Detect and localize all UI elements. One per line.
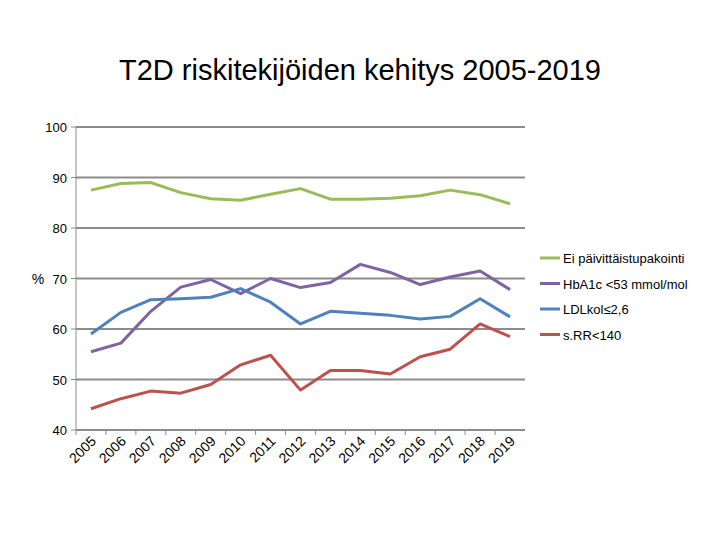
x-tick-mark — [105, 430, 106, 435]
x-tick-mark — [195, 430, 196, 435]
tick-label: 40 — [53, 423, 67, 438]
x-tick-mark — [315, 430, 316, 435]
plot-area — [91, 183, 510, 409]
x-tick-label: 2012 — [275, 433, 308, 466]
grid-line — [76, 379, 525, 381]
x-axis — [76, 430, 525, 431]
legend-swatch — [540, 257, 560, 260]
grid-line — [76, 328, 525, 330]
grid-line — [76, 278, 525, 280]
series-line — [91, 264, 510, 351]
x-tick-mark — [255, 430, 256, 435]
x-tick-label: 2014 — [335, 433, 368, 466]
legend-label: LDLkol≤2,6 — [563, 302, 629, 317]
x-tick-label: 2018 — [455, 433, 488, 466]
x-tick-label: 2006 — [96, 433, 129, 466]
x-tick-label: 2013 — [305, 433, 338, 466]
chart: T2D riskitekijöiden kehitys 2005-2019 40 5… — [0, 0, 720, 540]
series-line — [91, 289, 510, 334]
grid-line — [76, 126, 525, 128]
y-axis-label: % — [32, 271, 44, 287]
x-tick-mark — [285, 430, 286, 435]
x-tick-label: 2011 — [246, 433, 279, 466]
tick-mark — [71, 430, 76, 431]
x-tick-mark — [405, 430, 406, 435]
x-tick-label: 2016 — [395, 433, 428, 466]
x-tick-label: 2015 — [365, 433, 398, 466]
x-tick-label: 2010 — [215, 433, 248, 466]
legend-swatch — [540, 308, 560, 311]
title: T2D riskitekijöiden kehitys 2005-2019 — [119, 54, 601, 86]
x-tick-mark — [435, 430, 436, 435]
legend-label: HbA1c <53 mmol/mol — [563, 277, 688, 292]
x-tick-mark — [465, 430, 466, 435]
x-tick-mark — [495, 430, 496, 435]
tick-mark — [71, 127, 76, 128]
legend-swatch — [540, 333, 560, 336]
grid-line — [76, 429, 525, 431]
grid-line — [76, 177, 525, 179]
tick-label: 60 — [53, 322, 67, 337]
legend-label: Ei päivittäistupakointi — [563, 251, 685, 266]
x-tick-label: 2008 — [156, 433, 189, 466]
x-tick-label: 2017 — [425, 433, 458, 466]
legend-label: s.RR<140 — [563, 328, 621, 343]
x-tick-mark — [76, 430, 77, 435]
tick-label: 80 — [53, 221, 67, 236]
tick-label: 50 — [53, 373, 67, 388]
tick-mark — [71, 278, 76, 279]
tick-label: 90 — [53, 171, 67, 186]
x-tick-mark — [345, 430, 346, 435]
tick-label: 70 — [53, 272, 67, 287]
grid-line — [76, 227, 525, 229]
tick-mark — [71, 379, 76, 380]
x-tick-label: 2009 — [185, 433, 218, 466]
x-tick-label: 2005 — [66, 433, 99, 466]
x-tick-mark — [135, 430, 136, 435]
series-line — [91, 324, 510, 409]
x-tick-mark — [375, 430, 376, 435]
y-axis — [76, 127, 77, 430]
x-tick-label: 2007 — [126, 433, 159, 466]
tick-mark — [71, 177, 76, 178]
x-tick-label: 2019 — [485, 433, 518, 466]
x-tick-mark — [165, 430, 166, 435]
x-tick-mark — [225, 430, 226, 435]
tick-mark — [71, 329, 76, 330]
series-line — [91, 183, 510, 204]
tick-label: 100 — [45, 120, 67, 135]
tick-mark — [71, 228, 76, 229]
legend-swatch — [540, 282, 560, 285]
